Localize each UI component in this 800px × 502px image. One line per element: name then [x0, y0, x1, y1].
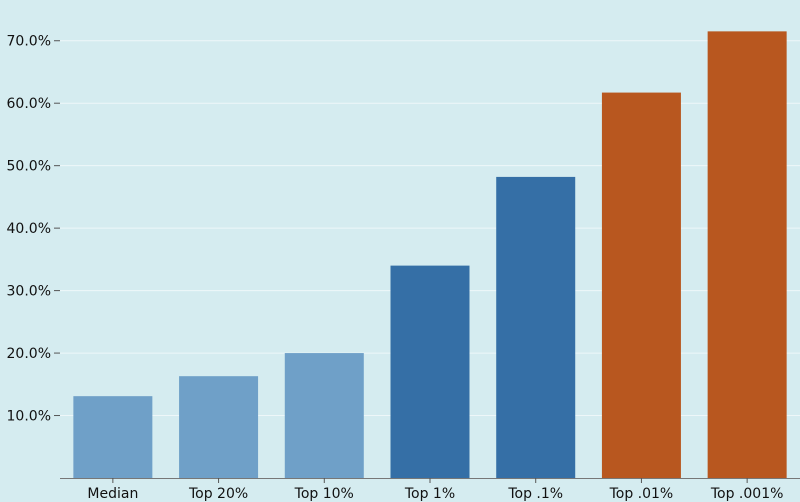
bar-top-1: [390, 265, 470, 478]
x-tick-label: Top .1%: [507, 486, 563, 502]
bar-top-20: [179, 376, 259, 478]
x-axis-ticks: Median Top 20% Top 10% Top 1% Top .1% Top .01…: [87, 478, 783, 502]
bar-top-10: [284, 353, 364, 478]
x-tick-label: Median: [87, 486, 138, 502]
bar-median: [73, 396, 153, 478]
x-tick-label: Top 20%: [188, 486, 248, 502]
x-tick-label: Top 10%: [294, 486, 354, 502]
y-axis-ticks: 10.0% 20.0% 30.0% 40.0% 50.0% 60.0% 70.0%: [7, 34, 60, 425]
x-tick-label: Top 1%: [404, 486, 455, 502]
y-tick-label: 60.0%: [7, 96, 51, 112]
bar-top-001: [707, 31, 787, 478]
x-tick-label: Top .001%: [710, 486, 784, 502]
y-tick-label: 20.0%: [7, 346, 51, 362]
bars: [73, 31, 787, 479]
x-tick-label: Top .01%: [609, 486, 674, 502]
y-tick-label: 40.0%: [7, 221, 51, 237]
bar-top-01: [601, 92, 681, 479]
bar-top-1: [496, 176, 576, 479]
y-tick-label: 50.0%: [7, 159, 51, 175]
y-tick-label: 10.0%: [7, 409, 51, 425]
y-tick-label: 70.0%: [7, 34, 51, 50]
y-tick-label: 30.0%: [7, 284, 51, 300]
